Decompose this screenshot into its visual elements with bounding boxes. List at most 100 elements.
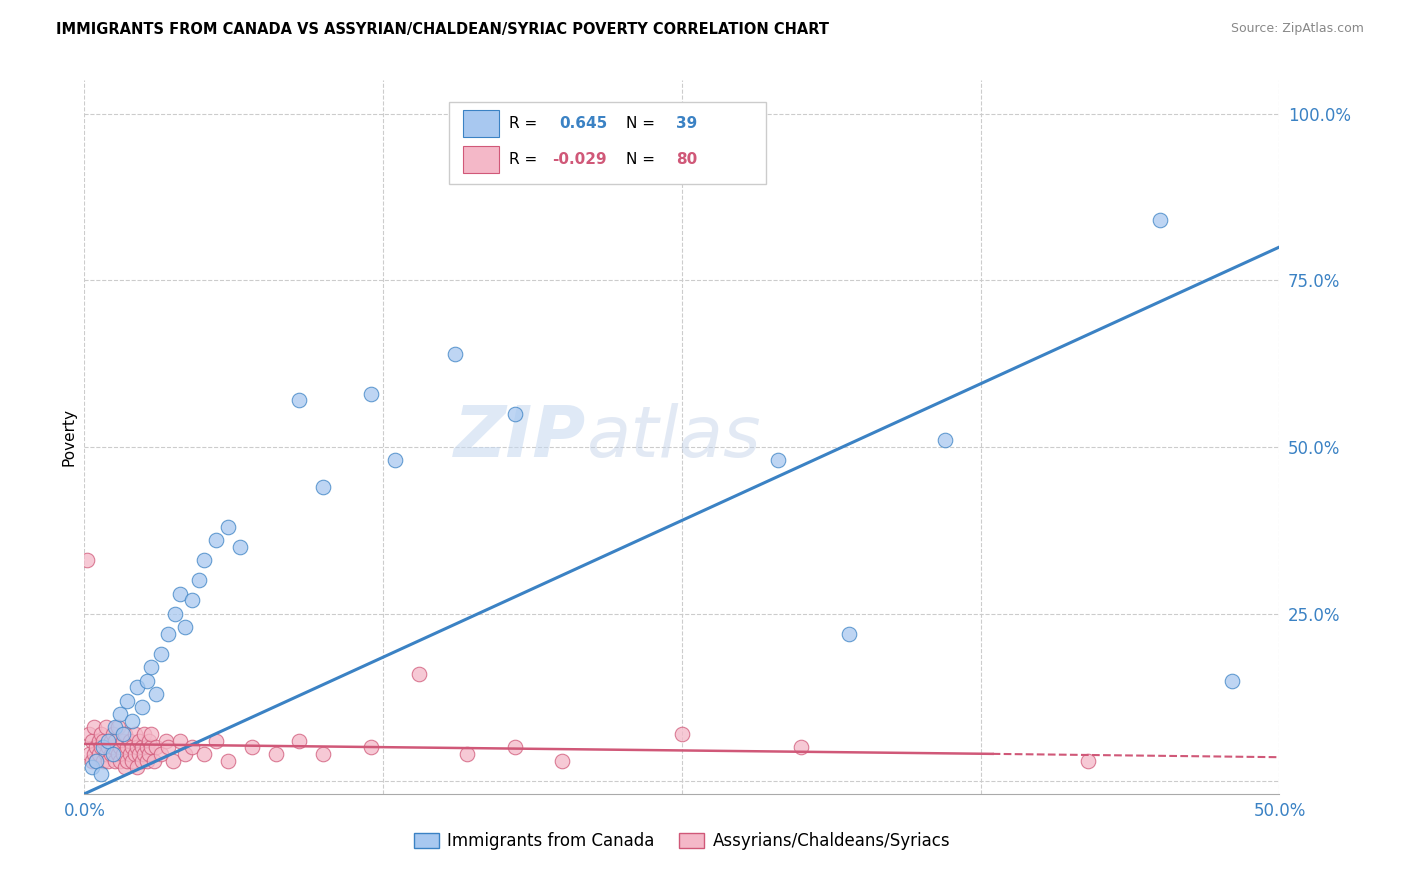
Point	[138, 733, 160, 747]
Point	[93, 740, 115, 755]
Point	[111, 733, 134, 747]
Point	[169, 587, 191, 601]
Point	[104, 720, 127, 734]
Text: Source: ZipAtlas.com: Source: ZipAtlas.com	[1230, 22, 1364, 36]
Point	[173, 747, 195, 761]
Point	[132, 747, 156, 761]
Point	[100, 733, 122, 747]
Point	[121, 754, 143, 768]
Point	[87, 733, 110, 747]
Point	[107, 720, 129, 734]
Point	[110, 740, 132, 755]
Point	[111, 727, 134, 741]
Point	[162, 754, 184, 768]
Point	[97, 754, 120, 768]
Point	[77, 727, 100, 741]
Point	[205, 733, 228, 747]
Point	[100, 747, 122, 761]
Point	[551, 754, 574, 768]
Point	[76, 553, 98, 567]
Y-axis label: Poverty: Poverty	[60, 408, 76, 467]
Point	[86, 740, 108, 755]
Point	[1220, 673, 1243, 688]
Point	[142, 754, 165, 768]
Point	[934, 434, 956, 448]
Point	[114, 727, 136, 741]
Point	[118, 747, 141, 761]
Point	[1149, 213, 1171, 227]
Text: ZIP: ZIP	[454, 402, 586, 472]
Point	[104, 754, 127, 768]
Text: N =: N =	[626, 152, 655, 167]
Point	[790, 740, 813, 755]
Point	[193, 747, 215, 761]
Point	[193, 553, 215, 567]
Point	[766, 453, 789, 467]
Point	[117, 740, 139, 755]
Point	[77, 747, 100, 761]
Legend: Immigrants from Canada, Assyrians/Chaldeans/Syriacs: Immigrants from Canada, Assyrians/Chalde…	[406, 826, 957, 857]
Point	[141, 727, 163, 741]
Point	[312, 480, 335, 494]
Point	[90, 767, 112, 781]
Point	[240, 740, 263, 755]
Point	[264, 747, 287, 761]
Point	[173, 620, 195, 634]
Point	[117, 693, 139, 707]
Point	[110, 706, 132, 721]
Point	[503, 740, 526, 755]
Point	[444, 347, 467, 361]
Point	[155, 733, 177, 747]
Text: -0.029: -0.029	[551, 152, 606, 167]
Point	[93, 754, 115, 768]
Point	[97, 733, 120, 747]
Text: R =: R =	[509, 116, 537, 130]
Point	[117, 754, 139, 768]
Point	[384, 453, 406, 467]
Point	[125, 680, 148, 694]
Point	[90, 740, 112, 755]
Point	[181, 593, 204, 607]
Point	[149, 647, 172, 661]
Point	[131, 740, 153, 755]
Point	[288, 393, 311, 408]
Bar	[463, 146, 499, 173]
Text: 39: 39	[676, 116, 697, 130]
Point	[229, 540, 252, 554]
Point	[157, 740, 180, 755]
Point	[131, 754, 153, 768]
Point	[288, 733, 311, 747]
Point	[205, 533, 228, 548]
Point	[157, 627, 180, 641]
Point	[83, 747, 105, 761]
Point	[101, 740, 124, 755]
Bar	[463, 111, 499, 137]
Point	[217, 754, 239, 768]
Text: R =: R =	[509, 152, 537, 167]
Point	[503, 407, 526, 421]
Point	[312, 747, 335, 761]
Point	[360, 386, 382, 401]
Point	[408, 666, 430, 681]
Point	[838, 627, 860, 641]
Point	[86, 754, 108, 768]
Point	[80, 754, 103, 768]
Point	[83, 720, 105, 734]
Point	[1077, 754, 1099, 768]
Point	[114, 760, 136, 774]
Point	[128, 733, 150, 747]
Point	[623, 133, 645, 147]
Point	[181, 740, 204, 755]
Text: atlas: atlas	[586, 402, 761, 472]
Text: 80: 80	[676, 152, 697, 167]
Point	[138, 747, 160, 761]
Point	[145, 740, 167, 755]
Point	[145, 687, 167, 701]
Point	[135, 754, 157, 768]
Point	[124, 727, 146, 741]
Point	[121, 740, 143, 755]
Point	[125, 740, 148, 755]
Point	[80, 733, 103, 747]
Point	[121, 714, 143, 728]
Point	[93, 733, 115, 747]
